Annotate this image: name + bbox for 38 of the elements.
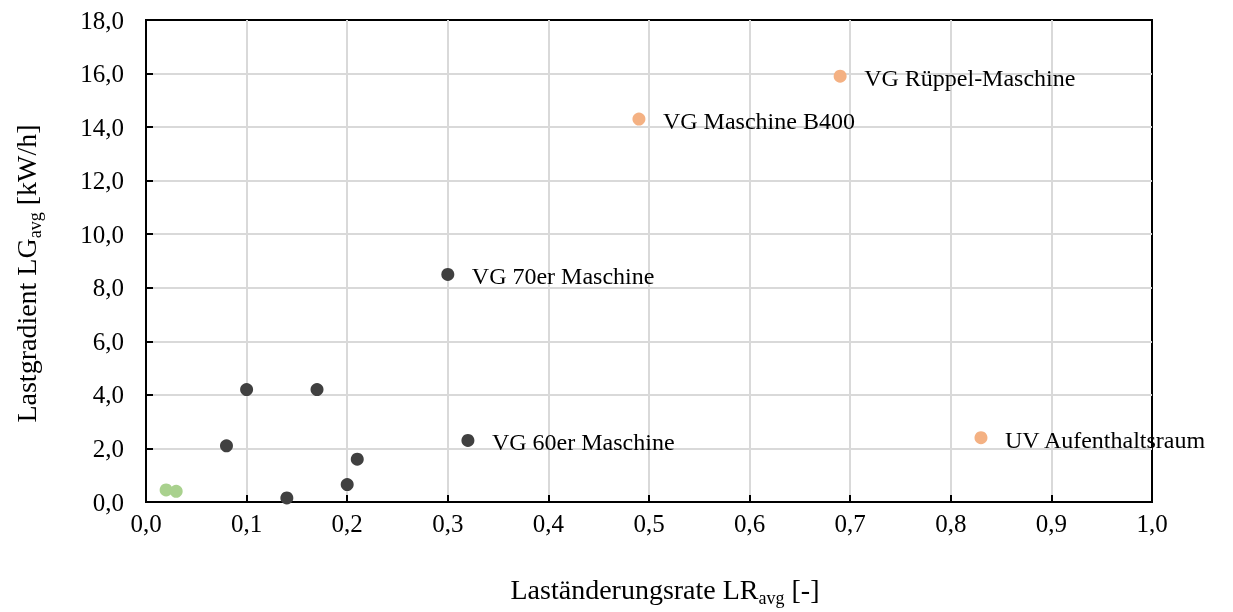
y-tick-label: 14,0 (80, 113, 124, 141)
x-tick-label: 0,5 (633, 510, 665, 537)
point (461, 433, 475, 447)
x-tick-label: 0,4 (532, 510, 565, 537)
point (833, 69, 847, 83)
point (280, 491, 294, 505)
x-tick-label: 0,9 (1035, 510, 1068, 537)
x-tick-label: 1,0 (1136, 510, 1168, 537)
y-tick-label: 0,0 (92, 488, 124, 516)
point (169, 484, 183, 498)
point (441, 267, 455, 281)
y-tick-label: 18,0 (80, 6, 124, 34)
y-tick-label: 2,0 (92, 434, 124, 462)
y-tick-label: 10,0 (80, 220, 124, 248)
annotation: VG 60er Maschine (491, 429, 675, 456)
point (219, 439, 233, 453)
y-tick-label: 6,0 (92, 327, 124, 355)
y-tick-label: 16,0 (80, 60, 124, 88)
point (974, 431, 988, 445)
point (340, 478, 354, 492)
x-tick-label: 0,1 (230, 510, 263, 537)
point (350, 452, 364, 466)
x-axis-title: Laständerungsrate LR$_{avg}$ [-] (510, 574, 820, 608)
y-tick-label: 8,0 (92, 274, 124, 302)
annotation: VG Maschine B400 (662, 108, 855, 135)
x-tick-label: 0,7 (834, 510, 866, 537)
annotation: VG 70er Maschine (471, 263, 655, 290)
x-tick-label: 0,2 (331, 510, 363, 537)
point (240, 383, 254, 397)
annotation: VG Rüppel-Maschine (864, 65, 1076, 92)
x-tick-label: 0,8 (935, 510, 967, 537)
x-tick-label: 0,0 (130, 510, 162, 537)
point (310, 383, 324, 397)
x-tick-label: 0,6 (733, 510, 766, 537)
point (632, 112, 646, 126)
x-tick-label: 0,3 (432, 510, 464, 537)
y-tick-label: 4,0 (92, 381, 124, 409)
y-tick-label: 12,0 (80, 167, 124, 195)
